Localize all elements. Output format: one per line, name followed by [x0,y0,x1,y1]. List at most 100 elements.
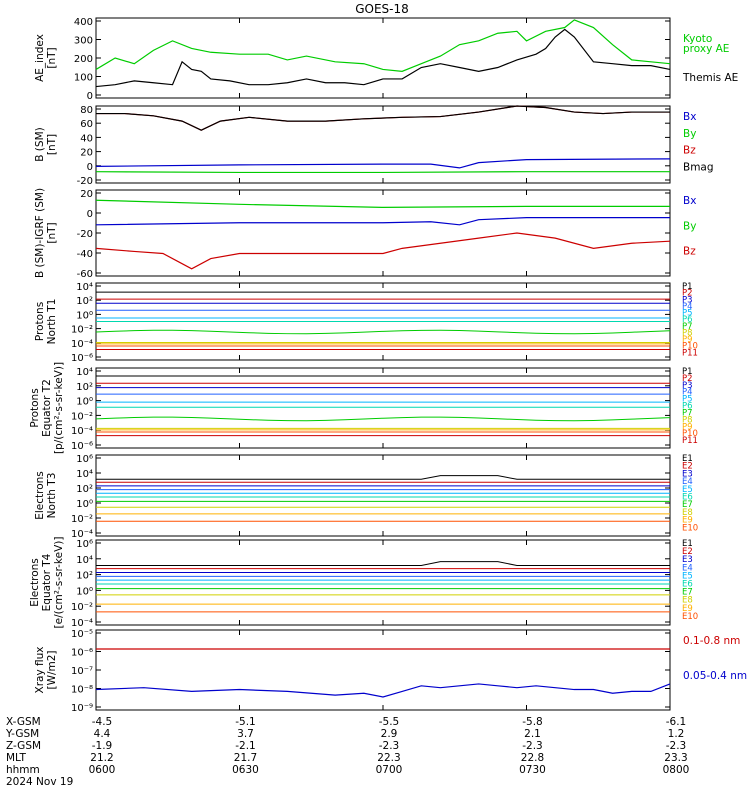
legend-entry: E5 [682,571,693,581]
footer-row-label: X-GSM [6,716,41,728]
y-tick-label: 40 [80,133,93,144]
y-tick-label: -60 [77,269,93,280]
footer-value: 2.9 [381,728,398,740]
footer-value: -2.1 [235,740,256,752]
legend-entry: P9 [682,422,693,432]
legend-entry: P6 [682,402,693,412]
y-tick-label: -40 [77,249,93,260]
y-tick-label: 10⁻² [71,514,93,525]
panel-xray: 10⁻⁵ 10⁻⁶ 10⁻⁷ 10⁻⁸ 10⁻⁹ Xray flux [W/m2] 0.1-0… [34,629,747,714]
y-axis-label: North T1 [46,299,58,345]
legend: Bx By Bz Bmag [683,111,714,173]
panel-frame [95,629,671,711]
legend-entry: P5 [682,395,693,405]
footer-value: 0730 [519,764,546,776]
footer-row-label: 2024 Nov 19 [6,776,73,788]
y-tick-label: 10⁻² [71,602,93,613]
y-axis-label: B (SM) [34,127,46,161]
series-line [95,199,670,209]
y-axis-label: [nT] [46,47,58,68]
panel-bsm: 80 60 40 20 0 -20 B (SM) [nT] Bx By Bz Bmag [34,105,714,187]
legend-entry: E6 [682,580,693,590]
y-axis-label: Xray flux [34,647,46,694]
legend-entry: E3 [682,555,693,565]
footer-value: 0700 [376,764,403,776]
footer-value: 21.2 [90,752,113,764]
footer-value: 2.1 [524,728,541,740]
legend-entry: By [683,220,696,232]
footer-value: 22.3 [377,752,400,764]
footer-value: 4.4 [94,728,111,740]
series-line [95,158,671,169]
y-axis-label: Protons [34,302,46,341]
series-line [95,19,671,72]
legend-entry: E7 [682,500,693,510]
footer-value: -5.1 [235,716,256,728]
legend-entry: P8 [682,415,693,425]
legend-entry: By [683,128,696,140]
y-tick-label: -20 [77,229,93,240]
legend-entry: Bx [683,195,696,207]
legend-entry: E6 [682,493,693,503]
panel-ee: 10⁶ 10⁴ 10² 10⁰ 10⁻² 10⁻⁴ Electrons Equator T4[… [29,537,698,629]
legend-entry: Bz [683,246,696,258]
legend-entry: P2 [682,289,693,299]
y-axis-label: [W/m2] [46,650,58,689]
legend-entry: E4 [682,563,693,573]
series-line [95,28,671,88]
legend-entry: Bmag [683,161,714,173]
panel-pn: 10⁴ 10² 10⁰ 10⁻² 10⁻⁴ 10⁻⁶ Protons North T1 P1P2… [34,282,698,364]
y-axis-label: AE_index [34,34,46,82]
legend-entry: Themis AE [682,72,738,84]
series-line [96,105,670,131]
y-tick-label: 10⁻⁴ [71,339,93,350]
legend-entry: E10 [682,523,698,533]
footer-value: -2.3 [379,740,400,752]
series-line [95,217,670,226]
legend-entry: P9 [682,335,693,345]
footer-value: 3.7 [237,728,254,740]
series-line [95,416,671,422]
legend-entry: proxy AE [683,43,729,55]
y-tick-label: 10² [76,484,93,495]
legend-entry: E9 [682,516,693,526]
y-tick-label: 10⁶ [76,454,93,465]
y-tick-label: 400 [74,17,93,28]
y-tick-label: 10⁻⁹ [71,703,93,714]
legend-entry: P3 [682,295,693,305]
legend-entry: E10 [682,612,698,622]
y-axis-label: [nT] [46,134,58,155]
y-tick-label: -20 [77,176,93,187]
legend-entry: P11 [682,436,698,446]
y-tick-label: 10⁰ [76,586,93,597]
legend-entry: P4 [682,388,693,398]
legend-entry: E2 [682,462,693,472]
footer-value: 22.8 [521,752,544,764]
y-axis-label: Protons [29,388,41,427]
footer-row-label: MLT [6,752,26,764]
series-line [96,561,670,566]
legend-entry: P7 [682,408,693,418]
footer-value: 0630 [232,764,259,776]
footer-row-label: Y-GSM [5,728,39,740]
legend-entry: E2 [682,547,693,557]
legend-entry: Bx [683,111,696,123]
footer-value: 23.3 [664,752,687,764]
y-tick-label: 10⁰ [76,310,93,321]
panel-frame [95,17,671,99]
y-tick-label: 10⁻⁶ [71,441,93,452]
legend-entry: E7 [682,588,693,598]
legend-entry: E1 [682,539,693,549]
y-axis-label: B (SM)-IGRF (SM) [34,188,46,278]
y-axis-label: [p/(cm²-s-sr-keV)] [53,362,65,454]
footer-value: -5.5 [379,716,400,728]
y-tick-label: 300 [74,36,93,47]
y-tick-label: 10⁻⁴ [71,529,93,540]
legend-entry: P11 [682,348,698,358]
footer-row-label: hhmm [6,764,40,776]
